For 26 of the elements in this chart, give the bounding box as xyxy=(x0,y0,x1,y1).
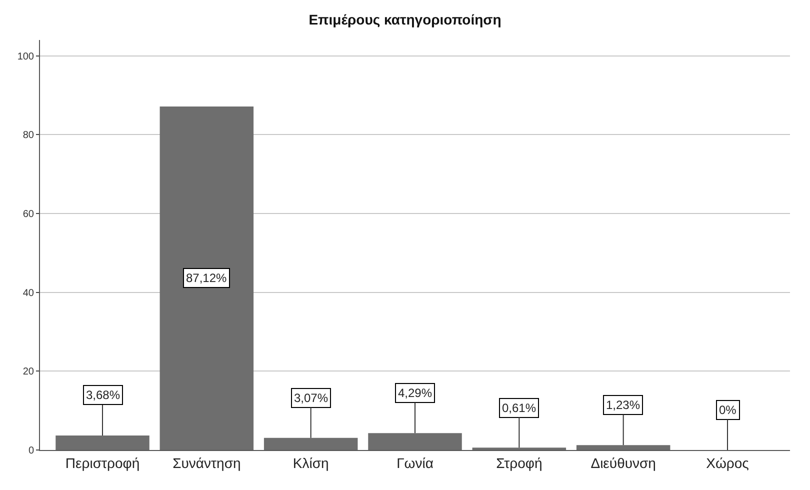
bar xyxy=(576,445,670,450)
y-tick-label: 20 xyxy=(22,366,34,378)
data-label: 3,07% xyxy=(294,391,328,405)
x-tick-label: Συνάντηση xyxy=(172,454,241,471)
chart-title: Επιμέρους κατηγοριοποίηση xyxy=(308,12,502,28)
y-tick-label: 40 xyxy=(22,288,34,299)
y-tick-label: 80 xyxy=(22,130,34,142)
y-tick-label: 60 xyxy=(22,208,34,220)
x-tick-label: Κλίση xyxy=(292,454,329,471)
y-tick-label: 100 xyxy=(17,51,34,62)
bar xyxy=(264,438,358,450)
bar xyxy=(368,433,462,450)
x-tick-label: Στροφή xyxy=(496,454,542,471)
data-label: 0% xyxy=(719,403,737,417)
data-label: 0,61% xyxy=(502,401,536,415)
data-label: 87,12% xyxy=(186,271,228,285)
data-label: 4,29% xyxy=(398,386,432,400)
y-tick-label: 0 xyxy=(28,446,34,456)
x-tick-label: Περιστροφή xyxy=(65,454,140,471)
x-tick-label: Χώρος xyxy=(706,454,750,471)
x-tick-label: Γωνία xyxy=(396,454,434,471)
data-label: 1,23% xyxy=(606,398,640,412)
x-tick-label: Διεύθυνση xyxy=(590,454,656,471)
data-label: 3,68% xyxy=(86,388,120,402)
bar xyxy=(160,106,254,450)
bar xyxy=(56,435,150,450)
